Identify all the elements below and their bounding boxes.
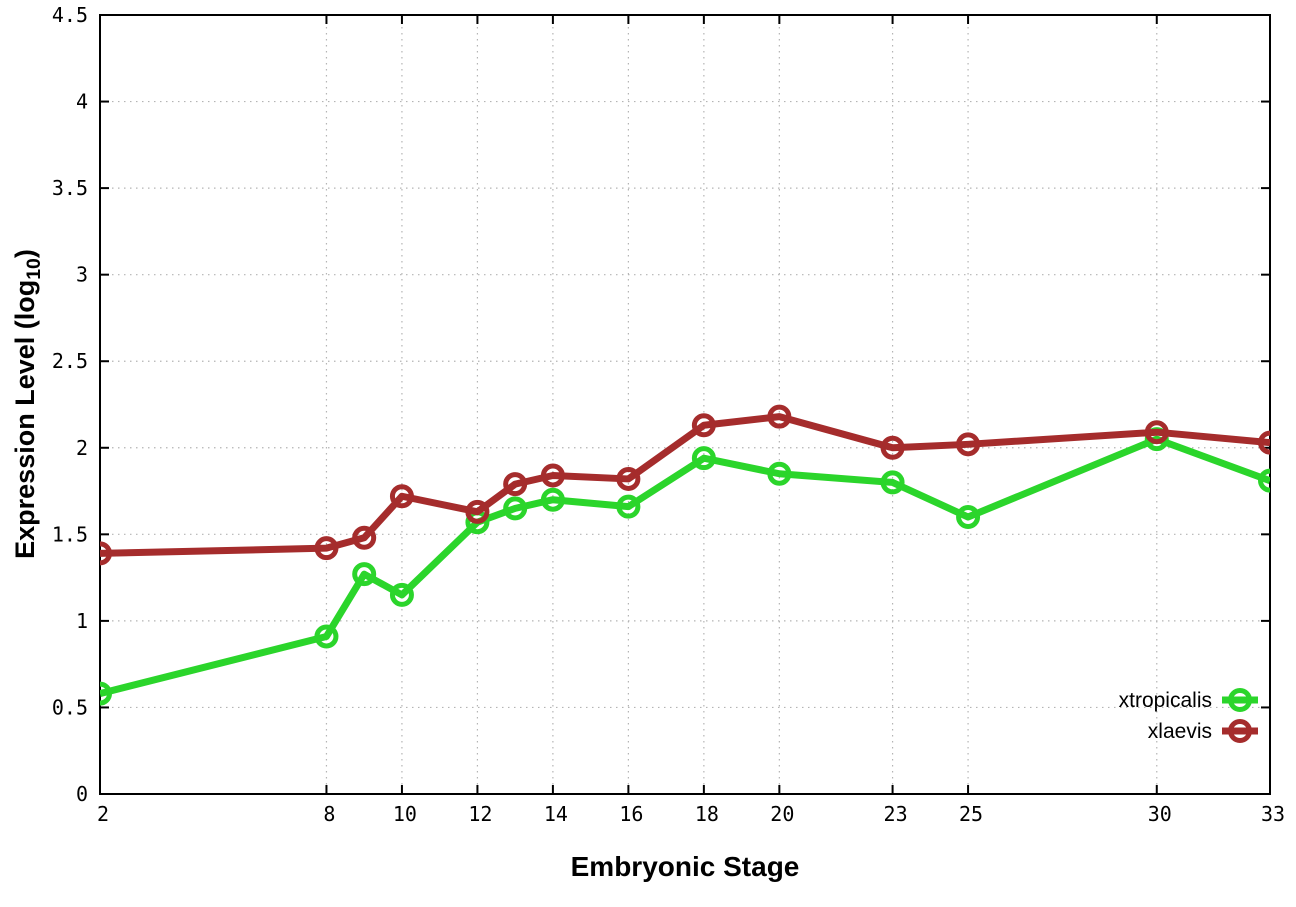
x-axis-title: Embryonic Stage xyxy=(570,851,800,882)
data-point-xtropicalis xyxy=(503,496,528,521)
y-tick-label: 4.5 xyxy=(52,3,88,27)
data-point-xtropicalis xyxy=(540,487,565,512)
x-tick-label: 8 xyxy=(323,802,335,826)
data-point-xlaevis xyxy=(691,413,716,438)
x-tick-label: 33 xyxy=(1261,802,1285,826)
legend: xtropicalis xlaevis xyxy=(1119,688,1258,743)
data-point-xtropicalis xyxy=(100,681,112,706)
data-point-xtropicalis xyxy=(352,562,377,587)
data-point-xlaevis xyxy=(465,499,490,524)
data-point-xtropicalis xyxy=(956,505,981,530)
data-point-xlaevis xyxy=(100,541,112,566)
y-tick-label: 1.5 xyxy=(52,522,88,546)
y-axis-title-close: ) xyxy=(9,249,40,259)
data-point-xtropicalis xyxy=(616,494,641,519)
data-point-xtropicalis xyxy=(389,582,414,607)
data-point-xtropicalis xyxy=(314,624,339,649)
y-tick-label: 1 xyxy=(76,609,88,633)
x-tick-label: 23 xyxy=(884,802,908,826)
legend-label-xlaevis: xlaevis xyxy=(1148,720,1212,743)
y-tick-label: 2.5 xyxy=(52,349,88,373)
x-tick-label: 12 xyxy=(468,802,492,826)
y-tick-labels: 0 0.5 1 1.5 2 2.5 3 3.5 4 4.5 xyxy=(52,3,88,806)
y-tick-label: 3.5 xyxy=(52,176,88,200)
data-point-xlaevis xyxy=(1144,420,1169,445)
y-tick-label: 3 xyxy=(76,263,88,287)
x-tick-label: 18 xyxy=(695,802,719,826)
legend-marker-xtropicalis xyxy=(1228,688,1252,712)
data-point-xlaevis xyxy=(540,463,565,488)
gridlines xyxy=(99,14,1271,795)
y-tick-label: 4 xyxy=(76,90,88,114)
data-point-xtropicalis xyxy=(767,461,792,486)
series-line-xlaevis xyxy=(100,413,1270,557)
x-tick-labels: 2 8 10 12 14 16 18 20 23 25 30 33 xyxy=(97,802,1285,826)
axes xyxy=(99,14,1271,795)
x-tick-label: 30 xyxy=(1148,802,1172,826)
data-point-xlaevis xyxy=(956,432,981,457)
data-point-xlaevis xyxy=(389,484,414,509)
data-point-xlaevis xyxy=(1258,430,1270,455)
series-line-xtropicalis xyxy=(100,435,1270,697)
y-tick-label: 0.5 xyxy=(52,695,88,719)
y-axis-title-text: Expression Level (log xyxy=(9,279,40,559)
x-tick-label: 25 xyxy=(959,802,983,826)
data-point-xlaevis xyxy=(616,466,641,491)
x-tick-label: 10 xyxy=(393,802,417,826)
y-tick-label: 0 xyxy=(76,782,88,806)
data-point-xtropicalis xyxy=(1258,468,1270,493)
data-point-xlaevis xyxy=(880,435,905,460)
x-tick-label: 2 xyxy=(97,802,109,826)
legend-marker-xlaevis xyxy=(1228,719,1252,743)
data-point-xtropicalis xyxy=(691,446,716,471)
data-point-xlaevis xyxy=(352,525,377,550)
x-tick-label: 16 xyxy=(619,802,643,826)
x-tick-label: 20 xyxy=(770,802,794,826)
y-tick-label: 2 xyxy=(76,436,88,460)
data-point-xlaevis xyxy=(503,472,528,497)
y-axis-title-subscript: 10 xyxy=(23,258,46,280)
x-tick-label: 14 xyxy=(544,802,568,826)
legend-label-xtropicalis: xtropicalis xyxy=(1119,689,1212,712)
series-group xyxy=(100,404,1270,706)
data-point-xlaevis xyxy=(314,536,339,561)
plot-border xyxy=(99,14,1271,795)
data-point-xtropicalis xyxy=(880,470,905,495)
y-axis-title: Expression Level (log10) xyxy=(10,249,46,559)
data-point-xlaevis xyxy=(767,404,792,429)
